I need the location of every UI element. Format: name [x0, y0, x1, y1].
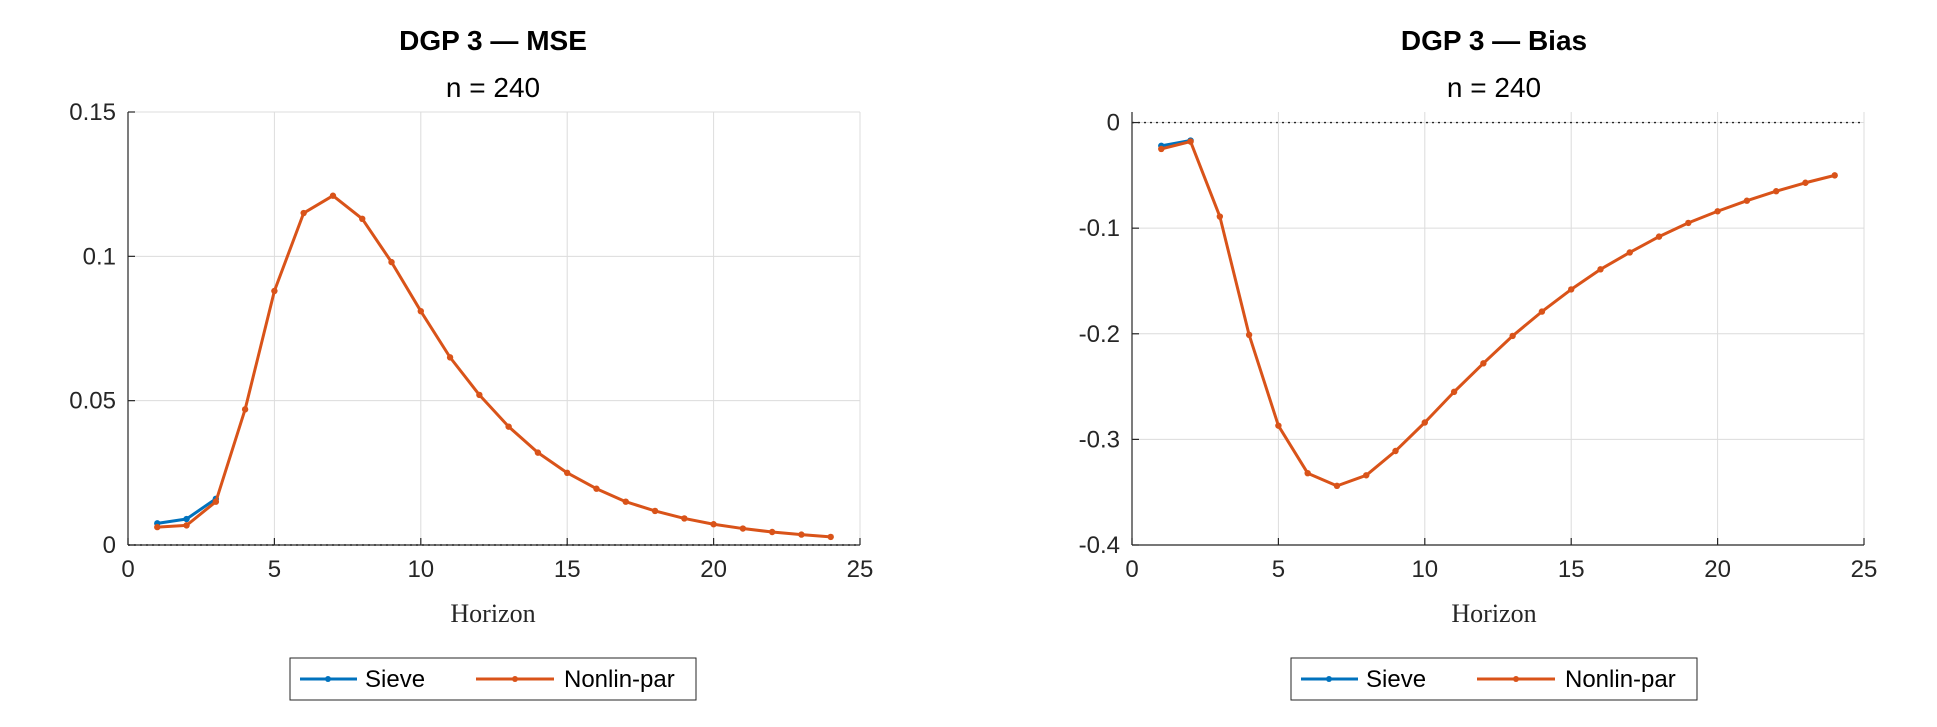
data-point-nonlin-par	[1421, 419, 1429, 426]
x-tick-label: 5	[1272, 556, 1285, 583]
data-point-nonlin-par	[1450, 388, 1458, 396]
data-point-nonlin-par	[417, 307, 424, 315]
data-point-nonlin-par	[564, 469, 571, 477]
data-point-nonlin-par	[1685, 219, 1692, 227]
data-point-nonlin-par	[1772, 188, 1780, 195]
y-tick-label: 0.05	[69, 388, 116, 415]
legend-marker-nonlin-par	[512, 676, 518, 682]
series-line-nonlin-par	[157, 194, 831, 539]
plot-area: 0 5 10 15 20 25 -0.4 -0.3 -0.2 -0.1 0	[1079, 110, 1878, 583]
x-tick-label: 15	[554, 556, 581, 583]
y-tick-label: 0	[103, 532, 116, 559]
y-tick-label: -0.1	[1079, 215, 1120, 242]
data-point-nonlin-par	[1216, 213, 1224, 220]
data-point-nonlin-par	[1714, 208, 1721, 215]
data-point-nonlin-par	[241, 406, 249, 413]
data-point-nonlin-par	[1275, 422, 1282, 429]
data-point-nonlin-par	[1626, 249, 1633, 256]
x-tick-label: 0	[121, 556, 134, 583]
chart-subtitle: n = 240	[1447, 72, 1541, 103]
x-tick-label: 20	[700, 556, 727, 583]
x-tick-label: 25	[847, 556, 874, 583]
x-tick-label: 25	[1851, 556, 1878, 583]
data-point-nonlin-par	[1363, 472, 1370, 479]
data-point-nonlin-par	[1187, 138, 1194, 145]
y-tick-label: 0.1	[83, 243, 116, 270]
legend-marker-sieve	[1326, 676, 1332, 682]
chart-subtitle: n = 240	[446, 72, 540, 103]
chart-panel-mse: DGP 3 — MSE n = 240 0 5 10 15 20 25 0 0.05 0.1 0.…	[69, 25, 873, 701]
legend-label-sieve: Sieve	[365, 666, 425, 693]
x-tick-label: 10	[1411, 556, 1438, 583]
data-point-nonlin-par	[798, 531, 805, 538]
legend-marker-nonlin-par	[1513, 676, 1519, 682]
plot-area: 0 5 10 15 20 25 0 0.05 0.1 0.15	[69, 99, 873, 583]
x-tick-label: 0	[1125, 556, 1138, 583]
data-point-nonlin-par	[359, 215, 366, 223]
data-point-nonlin-par	[739, 525, 747, 532]
y-tick-label: 0	[1107, 110, 1120, 137]
data-point-nonlin-par	[154, 523, 161, 531]
data-point-nonlin-par	[1333, 482, 1341, 490]
data-point-nonlin-par	[1831, 172, 1838, 179]
x-axis-label: Horizon	[450, 599, 535, 628]
x-tick-label: 20	[1704, 556, 1731, 583]
data-point-nonlin-par	[183, 522, 190, 529]
legend-label-nonlin-par: Nonlin-par	[1565, 666, 1676, 693]
data-point-nonlin-par	[1304, 469, 1311, 477]
data-point-nonlin-par	[1480, 360, 1487, 367]
legend: Sieve Nonlin-par	[289, 657, 697, 701]
data-point-nonlin-par	[1245, 331, 1253, 339]
data-point-nonlin-par	[271, 287, 278, 295]
data-point-nonlin-par	[534, 449, 542, 456]
data-point-nonlin-par	[1158, 145, 1165, 153]
legend-label-nonlin-par: Nonlin-par	[564, 666, 675, 693]
data-point-nonlin-par	[1392, 447, 1399, 455]
legend-marker-sieve	[325, 676, 331, 682]
data-point-nonlin-par	[1597, 266, 1604, 273]
data-point-nonlin-par	[1802, 179, 1809, 186]
x-tick-label: 10	[407, 556, 434, 583]
data-point-nonlin-par	[593, 485, 600, 492]
chart-title: DGP 3 — Bias	[1401, 25, 1587, 56]
y-tick-label: -0.4	[1079, 532, 1120, 559]
data-point-sieve	[183, 515, 190, 523]
chart-title: DGP 3 — MSE	[399, 25, 587, 56]
data-point-nonlin-par	[446, 354, 454, 361]
data-point-nonlin-par	[388, 258, 395, 266]
data-point-nonlin-par	[476, 391, 483, 399]
data-point-nonlin-par	[681, 515, 688, 522]
x-axis-label: Horizon	[1451, 599, 1536, 628]
data-point-nonlin-par	[651, 507, 659, 515]
y-tick-label: -0.2	[1079, 321, 1120, 348]
chart-panel-bias: DGP 3 — Bias n = 240 0 5 10 15 20 25 -0.4 -0.3 -…	[1079, 25, 1878, 701]
data-point-nonlin-par	[1509, 332, 1516, 340]
y-tick-label: -0.3	[1079, 426, 1120, 453]
x-tick-label: 15	[1558, 556, 1585, 583]
data-point-nonlin-par	[710, 521, 717, 528]
data-point-nonlin-par	[1538, 308, 1546, 315]
data-point-nonlin-par	[1743, 197, 1751, 204]
data-point-nonlin-par	[1568, 286, 1575, 293]
data-point-nonlin-par	[768, 528, 776, 536]
data-point-nonlin-par	[1655, 233, 1663, 240]
y-tick-label: 0.15	[69, 99, 116, 126]
legend: Sieve Nonlin-par	[1290, 657, 1698, 701]
legend-label-sieve: Sieve	[1366, 666, 1426, 693]
data-point-nonlin-par	[329, 192, 337, 199]
series-line-nonlin-par	[1160, 140, 1836, 488]
data-point-nonlin-par	[827, 533, 834, 541]
data-point-nonlin-par	[212, 498, 220, 505]
data-point-nonlin-par	[300, 209, 307, 217]
data-point-nonlin-par	[505, 423, 512, 430]
x-tick-label: 5	[268, 556, 281, 583]
data-point-nonlin-par	[622, 498, 629, 505]
